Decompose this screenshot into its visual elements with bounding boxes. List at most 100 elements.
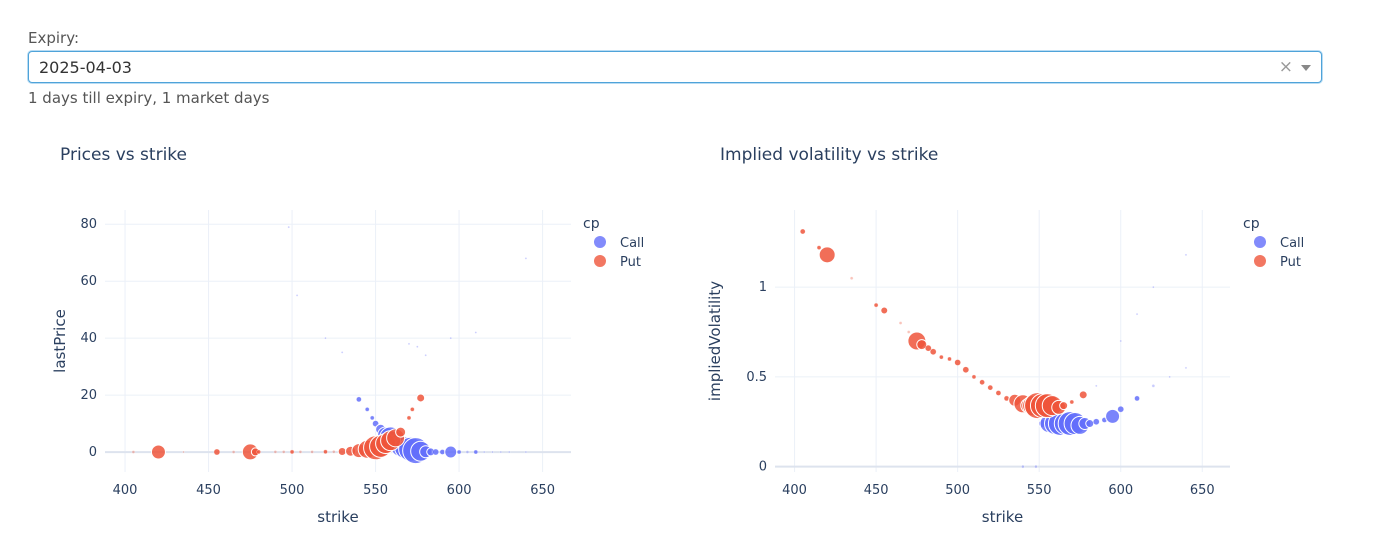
chevron-down-icon[interactable] xyxy=(1301,65,1311,71)
data-point-put xyxy=(1069,399,1074,405)
data-point-put xyxy=(323,449,328,454)
data-point-call xyxy=(1184,366,1188,370)
expiry-dropdown[interactable]: 2025-04-03 × xyxy=(28,51,1322,83)
data-point-put xyxy=(231,450,236,454)
x-tick-label: 450 xyxy=(864,483,889,498)
data-point-put xyxy=(962,366,969,373)
data-point-call xyxy=(465,450,470,454)
legend-item-call: Call xyxy=(1280,236,1304,251)
data-point-put xyxy=(213,448,221,456)
data-point-call xyxy=(356,396,362,403)
legend-title: cp xyxy=(583,216,600,232)
series-put xyxy=(131,393,426,461)
data-point-call xyxy=(524,257,528,260)
data-point-put xyxy=(873,302,879,308)
y-tick-label: 0 xyxy=(759,460,767,475)
data-point-call xyxy=(449,337,452,340)
data-point-call xyxy=(1168,375,1171,379)
y-tick-label: 60 xyxy=(80,274,97,289)
x-tick-label: 650 xyxy=(530,483,555,498)
data-point-call xyxy=(1117,406,1124,413)
series-call xyxy=(1021,253,1188,469)
implied-volatility-vs-strike-chart[interactable]: Implied volatility vs strike 400 450 500 550… xyxy=(660,130,1360,530)
data-point-call xyxy=(482,450,486,454)
legend-item-put: Put xyxy=(620,255,641,270)
legend-marker-put xyxy=(594,255,606,267)
y-axis-label: impliedVolatility xyxy=(706,281,724,401)
data-point-call xyxy=(1105,408,1121,424)
data-point-put xyxy=(816,245,822,250)
data-point-put xyxy=(947,356,952,362)
data-point-call xyxy=(491,450,494,454)
data-point-call xyxy=(1134,395,1140,402)
data-point-call xyxy=(407,342,411,345)
data-point-call xyxy=(1119,339,1122,343)
series-call xyxy=(287,225,528,465)
data-point-put xyxy=(925,345,932,352)
data-point-call xyxy=(1152,286,1155,289)
data-point-put xyxy=(800,228,806,235)
data-point-call xyxy=(1095,384,1098,388)
x-tick-label: 600 xyxy=(1108,483,1133,498)
legend-item-call: Call xyxy=(620,236,644,251)
x-axis-label: strike xyxy=(317,508,358,526)
data-point-call xyxy=(1085,419,1095,429)
data-point-call xyxy=(324,337,327,340)
data-point-put xyxy=(406,415,412,421)
data-point-put xyxy=(298,450,303,454)
data-point-call xyxy=(416,345,419,348)
data-point-call xyxy=(474,331,477,334)
legend-title: cp xyxy=(1243,216,1260,232)
data-point-put xyxy=(282,450,286,454)
y-tick-label: 1 xyxy=(759,280,767,295)
x-tick-label: 500 xyxy=(280,483,305,498)
data-point-call xyxy=(456,449,462,455)
data-point-put xyxy=(971,374,977,380)
x-tick-label: 550 xyxy=(1027,483,1052,498)
legend-marker-call xyxy=(594,236,606,248)
data-point-put xyxy=(395,426,407,438)
data-point-call xyxy=(1093,418,1100,425)
chart-title: Prices vs strike xyxy=(60,145,187,165)
legend-marker-put xyxy=(1254,255,1266,267)
x-axis-label: strike xyxy=(982,508,1023,526)
data-point-put xyxy=(898,321,903,325)
data-point-put xyxy=(289,449,295,455)
data-point-call xyxy=(508,450,511,454)
data-point-call xyxy=(499,450,502,454)
data-point-call xyxy=(365,407,370,412)
clear-icon[interactable]: × xyxy=(1278,57,1293,77)
x-tick-label: 650 xyxy=(1190,483,1215,498)
x-tick-label: 400 xyxy=(782,483,807,498)
data-point-put xyxy=(1059,401,1069,411)
y-tick-label: 0.5 xyxy=(746,370,767,385)
data-point-put xyxy=(849,276,854,280)
y-tick-label: 0 xyxy=(89,445,97,460)
expiry-selected-value[interactable]: 2025-04-03 xyxy=(39,58,132,77)
data-point-put xyxy=(818,246,836,264)
data-point-call xyxy=(341,351,344,354)
data-point-call xyxy=(1021,464,1025,469)
x-tick-label: 500 xyxy=(945,483,970,498)
y-tick-label: 80 xyxy=(80,217,97,232)
prices-vs-strike-chart[interactable]: Prices vs strike 400 450 500 550 600 650 0 20 40 6… xyxy=(0,130,680,530)
data-point-put xyxy=(907,330,911,334)
y-tick-label: 20 xyxy=(80,388,97,403)
x-tick-label: 400 xyxy=(113,483,138,498)
data-point-put xyxy=(131,450,136,454)
data-point-put xyxy=(916,339,928,351)
data-point-call xyxy=(1034,464,1038,469)
data-point-call xyxy=(1184,253,1188,257)
data-point-put xyxy=(310,450,314,454)
x-tick-label: 450 xyxy=(196,483,221,498)
data-point-call xyxy=(444,445,458,459)
data-point-call xyxy=(370,415,375,421)
expiry-info-text: 1 days till expiry, 1 market days xyxy=(28,89,270,107)
data-point-put xyxy=(410,407,415,412)
data-point-put xyxy=(256,449,261,455)
data-point-call xyxy=(473,449,478,455)
data-point-put xyxy=(182,450,185,454)
x-tick-label: 550 xyxy=(363,483,388,498)
expiry-label: Expiry: xyxy=(28,29,80,47)
data-point-call xyxy=(287,225,290,229)
